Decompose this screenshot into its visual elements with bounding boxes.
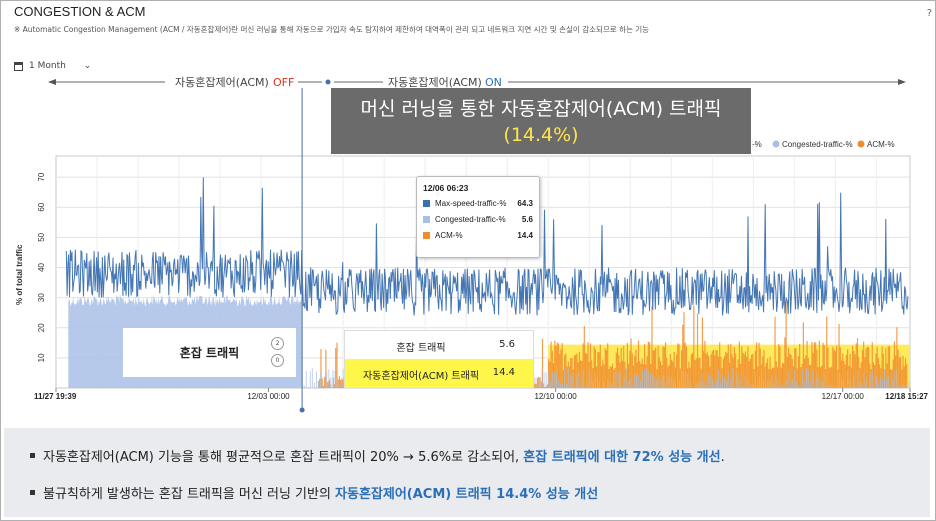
on-phase-state: ON bbox=[485, 76, 502, 89]
y-axis: 10 20 30 40 50 60 70 bbox=[37, 172, 46, 362]
chart-tooltip: 12/06 06:23 Max-speed-traffic-% 64.3 Con… bbox=[416, 176, 540, 258]
y-axis-title: % of total traffic bbox=[15, 244, 24, 305]
tooltip-series-value: 64.3 bbox=[517, 198, 533, 208]
comparison-row-congested: 혼잡 트래픽 5.6 bbox=[345, 331, 533, 359]
tooltip-row-max-speed: Max-speed-traffic-% 64.3 bbox=[423, 197, 533, 209]
page-title: CONGESTION & ACM bbox=[14, 4, 146, 19]
calendar-icon bbox=[14, 61, 23, 71]
acm-banner: 머신 러닝을 통한 자동혼잡제어(ACM) 트래픽 (14.4%) bbox=[331, 88, 751, 154]
summary-bullet-2-highlight: 자동혼잡제어(ACM) 트래픽 14.4% 성능 개선 bbox=[335, 487, 599, 502]
help-icon[interactable]: ? bbox=[926, 8, 932, 19]
tooltip-series-value: 14.4 bbox=[517, 230, 533, 240]
congested-traffic-label: 혼잡 트래픽 bbox=[179, 346, 240, 360]
x-tick-label: 12/10 00:00 bbox=[534, 392, 577, 401]
off-arrow-head bbox=[48, 79, 56, 85]
x-tick-label: 12/03 00:00 bbox=[247, 392, 290, 401]
comparison-congested-label: 혼잡 트래픽 bbox=[396, 343, 446, 354]
tooltip-swatch bbox=[423, 215, 430, 223]
off-phase-label: 자동혼잡제어(ACM) bbox=[175, 76, 269, 89]
banner-line2: (14.4%) bbox=[503, 124, 579, 146]
x-axis: 11/27 19:39 12/03 00:00 12/10 00:00 12/17 0… bbox=[34, 388, 929, 401]
period-label: 1 Month bbox=[29, 61, 66, 71]
tooltip-swatch bbox=[423, 199, 430, 207]
tooltip-series-name: ACM-% bbox=[435, 230, 463, 240]
page-description: ※ Automatic Congestion Management (ACM /… bbox=[14, 25, 650, 34]
legend-entry-acm: ACM-% bbox=[867, 140, 895, 149]
phase-arrows: 자동혼잡제어(ACM) OFF 자동혼잡제어(ACM) ON bbox=[48, 76, 906, 89]
y-tick-label: 30 bbox=[37, 293, 46, 302]
y-tick-label: 60 bbox=[37, 202, 46, 211]
banner-line1: 머신 러닝을 통한 자동혼잡제어(ACM) 트래픽 bbox=[360, 98, 722, 120]
off-phase-state: OFF bbox=[273, 76, 294, 89]
comparison-congested-value: 5.6 bbox=[499, 339, 515, 350]
chevron-down-icon: ⌄ bbox=[83, 61, 92, 71]
legend-swatch-acm bbox=[857, 140, 865, 148]
phase-divider-dot bbox=[325, 79, 331, 85]
y-tick-label: 50 bbox=[37, 232, 46, 241]
summary-bullet-2: 불규칙하게 발생하는 혼잡 트래픽을 머신 러닝 기반의 자동혼잡제어(ACM)… bbox=[30, 483, 598, 502]
summary-bullet-1-highlight: 혼잡 트래픽에 대한 72% 성능 개선 bbox=[523, 450, 721, 465]
bullet-icon bbox=[30, 453, 35, 458]
on-arrow-head bbox=[898, 79, 906, 85]
legend-entry-congested: Congested-traffic-% bbox=[782, 140, 853, 149]
tooltip-series-name: Max-speed-traffic-% bbox=[435, 198, 507, 208]
tooltip-time: 12/06 06:23 bbox=[423, 183, 469, 193]
comparison-callout: 혼잡 트래픽 5.6 자동혼잡제어(ACM) 트래픽 14.4 bbox=[344, 330, 534, 388]
badge-icon: 0 bbox=[271, 354, 284, 367]
y-tick-label: 10 bbox=[37, 353, 46, 362]
tooltip-series-name: Congested-traffic-% bbox=[435, 214, 506, 224]
legend-swatch-congested bbox=[772, 140, 780, 148]
period-selector[interactable]: 1 Month ⌄ bbox=[14, 61, 91, 71]
max-speed-line bbox=[65, 177, 909, 316]
legend-entry-max-speed: -% bbox=[752, 140, 762, 149]
comparison-row-acm: 자동혼잡제어(ACM) 트래픽 14.4 bbox=[345, 359, 533, 388]
summary-bullet-1: 자동혼잡제어(ACM) 기능을 통해 평균적으로 혼잡 트래픽이 20% → 5… bbox=[30, 446, 725, 465]
tooltip-row-acm: ACM-% 14.4 bbox=[423, 229, 533, 241]
y-tick-label: 40 bbox=[37, 262, 46, 271]
on-phase-label: 자동혼잡제어(ACM) bbox=[388, 76, 482, 89]
x-tick-label: 12/17 00:00 bbox=[822, 392, 865, 401]
x-tick-label: 12/18 15:27 bbox=[885, 392, 928, 401]
tooltip-series-value: 5.6 bbox=[521, 214, 533, 224]
comparison-acm-value: 14.4 bbox=[492, 367, 515, 378]
chart-legend: -% Congested-traffic-% ACM-% bbox=[752, 140, 895, 149]
y-tick-label: 70 bbox=[37, 172, 46, 181]
summary-bullet-2-text: 불규칙하게 발생하는 혼잡 트래픽을 머신 러닝 기반의 bbox=[43, 487, 336, 502]
badge-icon: 2 bbox=[271, 337, 284, 350]
x-tick-label: 11/27 19:39 bbox=[34, 392, 77, 401]
summary-bullet-1-text: 자동혼잡제어(ACM) 기능을 통해 평균적으로 혼잡 트래픽이 20% → 5… bbox=[43, 450, 524, 465]
acm-on-divider-dot bbox=[299, 407, 305, 413]
tooltip-row-congested: Congested-traffic-% 5.6 bbox=[423, 213, 533, 225]
y-tick-label: 20 bbox=[37, 323, 46, 332]
summary-bullet-1-end: . bbox=[720, 450, 725, 465]
tooltip-swatch bbox=[423, 231, 430, 239]
congested-traffic-callout: 혼잡 트래픽 2 0 bbox=[123, 328, 296, 377]
comparison-acm-label: 자동혼잡제어(ACM) 트래픽 bbox=[362, 371, 480, 382]
bullet-icon bbox=[30, 490, 35, 495]
summary-panel: 자동혼잡제어(ACM) 기능을 통해 평균적으로 혼잡 트래픽이 20% → 5… bbox=[4, 428, 930, 517]
